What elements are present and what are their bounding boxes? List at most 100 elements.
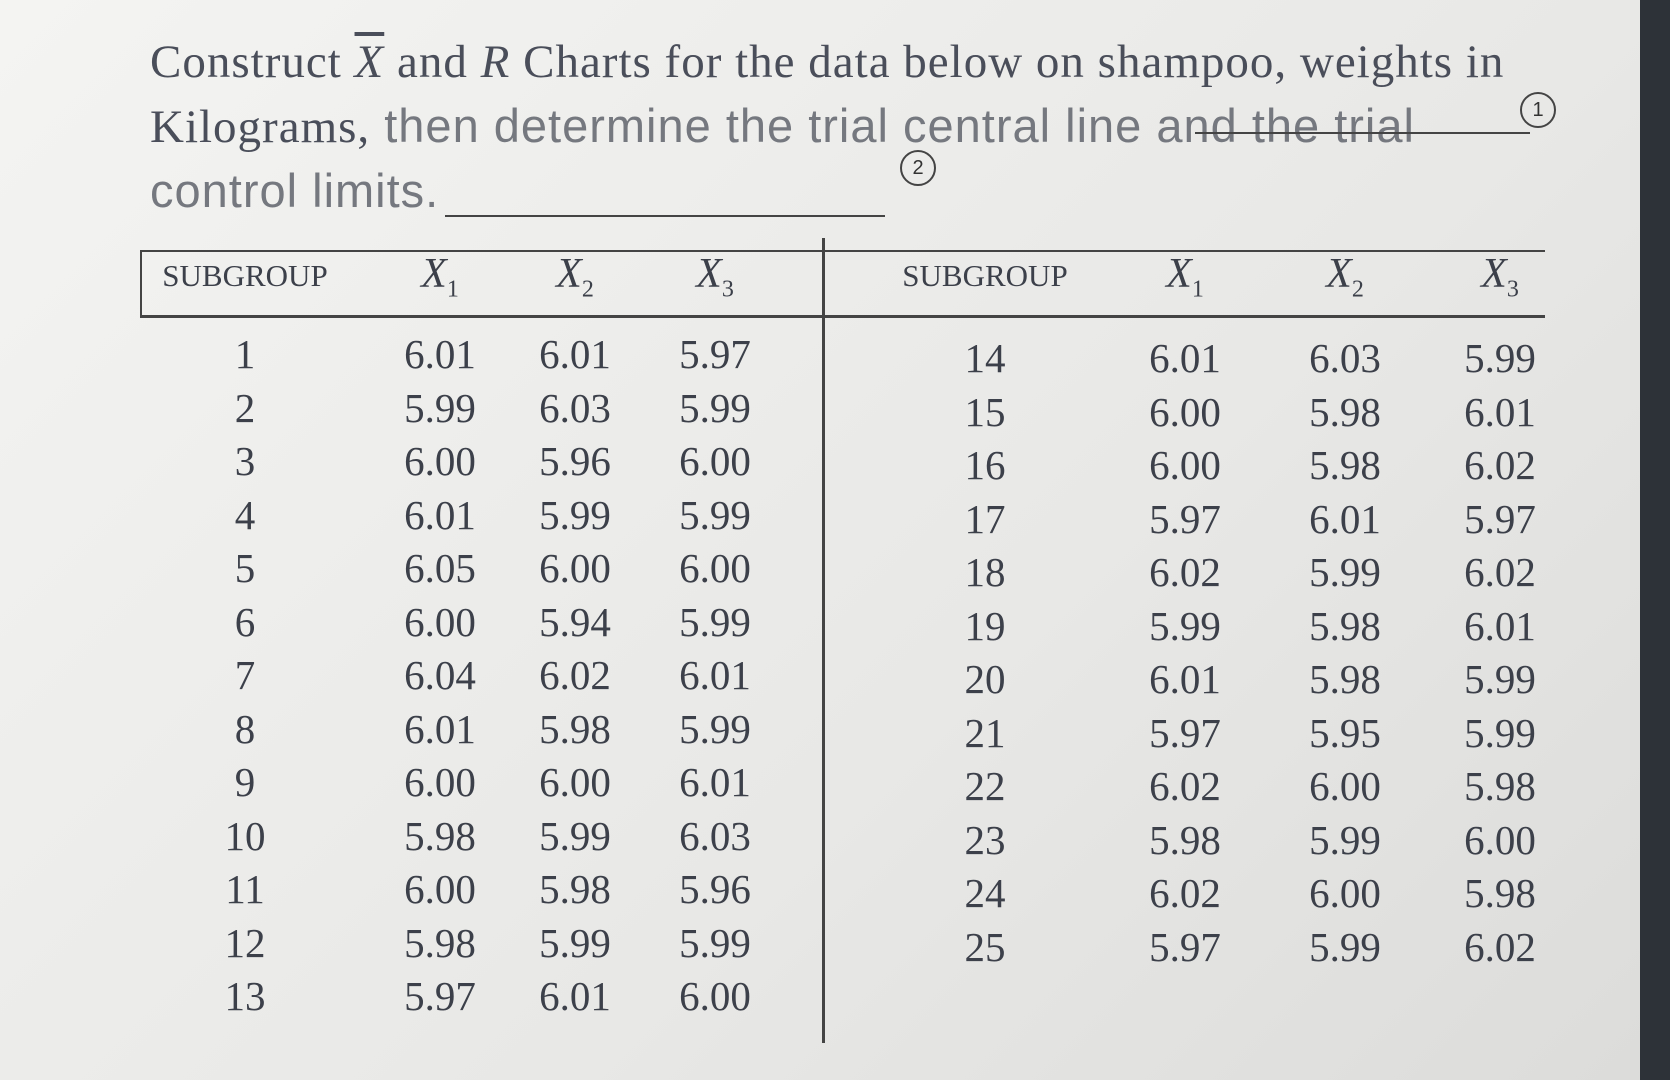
weight-value: 5.98 — [404, 812, 476, 859]
question-text: Charts for the data below on shampoo, we… — [150, 36, 1505, 153]
weight-value: 6.01 — [539, 973, 611, 1019]
subgroup-number: 8 — [234, 705, 256, 752]
subgroup-number: 14 — [964, 335, 1006, 381]
column-header: X3 — [696, 250, 734, 303]
table-header-rule — [140, 315, 1545, 318]
weight-value: 5.99 — [1464, 709, 1536, 756]
weight-value: 5.98 — [1309, 602, 1381, 649]
weight-value: 6.01 — [1464, 388, 1536, 435]
subgroup-number: 15 — [964, 388, 1006, 435]
question-text: and — [384, 36, 481, 88]
weight-value: 5.98 — [1464, 763, 1536, 809]
table-top-rule — [140, 250, 1545, 252]
subgroup-number: 23 — [964, 816, 1006, 863]
column-header: X1 — [421, 250, 459, 303]
header-symbol: X — [556, 251, 582, 297]
weight-value: 6.00 — [404, 438, 476, 484]
weight-value: 6.01 — [679, 652, 751, 698]
x-bar-symbol: X — [354, 36, 385, 88]
subgroup-number: 7 — [234, 652, 256, 698]
subgroup-number: 10 — [224, 812, 266, 859]
column-header: X2 — [556, 250, 594, 303]
subgroup-number: 25 — [964, 923, 1006, 970]
header-subscript: 2 — [581, 276, 594, 303]
header-symbol: X — [1326, 251, 1352, 297]
weight-value: 6.02 — [1149, 870, 1221, 916]
weight-value: 5.97 — [1149, 495, 1221, 542]
weight-value: 5.98 — [1149, 816, 1221, 863]
subgroup-number: 21 — [964, 709, 1006, 756]
header-subscript: 3 — [721, 276, 734, 303]
column-header: SUBGROUP — [162, 258, 328, 293]
weight-value: 6.02 — [1464, 549, 1536, 595]
weight-value: 6.00 — [404, 866, 476, 912]
weight-value: 5.97 — [1149, 709, 1221, 756]
weight-value: 5.99 — [1309, 923, 1381, 970]
header-subscript: 1 — [1191, 276, 1204, 303]
subgroup-number: 17 — [964, 495, 1006, 542]
subgroup-number: 2 — [234, 384, 256, 431]
weight-value: 6.01 — [404, 705, 476, 752]
underline — [445, 215, 885, 217]
annotation: 1 — [1520, 92, 1556, 128]
column-header: X1 — [1166, 250, 1204, 303]
header-subscript: 1 — [446, 276, 459, 303]
weight-value: 6.05 — [404, 545, 476, 591]
weight-value: 5.99 — [539, 812, 611, 859]
weight-value: 6.01 — [1309, 495, 1381, 542]
subgroup-number: 12 — [224, 919, 266, 966]
annotation: 2 — [900, 150, 936, 186]
weight-value: 5.98 — [1309, 656, 1381, 702]
subgroup-number: 20 — [964, 656, 1006, 702]
weight-value: 5.97 — [1149, 923, 1221, 970]
weight-value: 6.01 — [539, 331, 611, 377]
question: Construct X and R Charts for the data be… — [150, 30, 1550, 224]
weight-value: 6.03 — [679, 812, 751, 859]
column-header: X2 — [1326, 250, 1364, 303]
weight-value: 6.00 — [1149, 388, 1221, 435]
weight-value: 6.02 — [539, 652, 611, 698]
weight-value: 5.99 — [679, 384, 751, 431]
weight-value: 6.01 — [404, 331, 476, 377]
weight-value: 5.99 — [539, 919, 611, 966]
weight-value: 5.99 — [679, 491, 751, 538]
weight-value: 6.00 — [1309, 763, 1381, 809]
subgroup-number: 13 — [224, 973, 266, 1019]
subgroup-number: 24 — [964, 870, 1006, 916]
question-text: Construct — [150, 36, 355, 88]
weight-value: 5.97 — [679, 331, 751, 377]
subgroup-number: 22 — [964, 763, 1006, 809]
weight-value: 6.03 — [1309, 335, 1381, 381]
weight-value: 6.00 — [539, 545, 611, 591]
underline — [1195, 132, 1530, 134]
weight-value: 6.00 — [539, 759, 611, 805]
weight-value: 5.97 — [404, 973, 476, 1019]
weight-value: 5.99 — [539, 491, 611, 538]
weight-value: 6.00 — [1149, 442, 1221, 488]
weight-value: 6.00 — [679, 973, 751, 1019]
weight-value: 6.01 — [1149, 656, 1221, 702]
weight-value: 6.01 — [1464, 602, 1536, 649]
weight-value: 5.99 — [679, 598, 751, 645]
table-left-rule — [140, 250, 142, 318]
weight-value: 6.00 — [404, 598, 476, 645]
column-header: X3 — [1481, 250, 1519, 303]
subgroup-number: 18 — [964, 549, 1006, 595]
header-symbol: X — [1481, 251, 1507, 297]
weight-value: 5.96 — [679, 866, 751, 912]
weight-value: 6.02 — [1149, 763, 1221, 809]
weight-value: 5.99 — [1149, 602, 1221, 649]
weight-value: 6.02 — [1149, 549, 1221, 595]
header-subscript: 2 — [1351, 276, 1364, 303]
header-symbol: X — [1166, 251, 1192, 297]
weight-value: 5.97 — [1464, 495, 1536, 542]
r-symbol: R — [480, 36, 511, 88]
weight-value: 5.99 — [679, 705, 751, 752]
subgroup-number: 19 — [964, 602, 1006, 649]
subgroup-number: 3 — [234, 438, 256, 484]
weight-value: 6.00 — [679, 545, 751, 591]
subgroup-number: 16 — [964, 442, 1006, 488]
subgroup-number: 6 — [234, 598, 256, 645]
